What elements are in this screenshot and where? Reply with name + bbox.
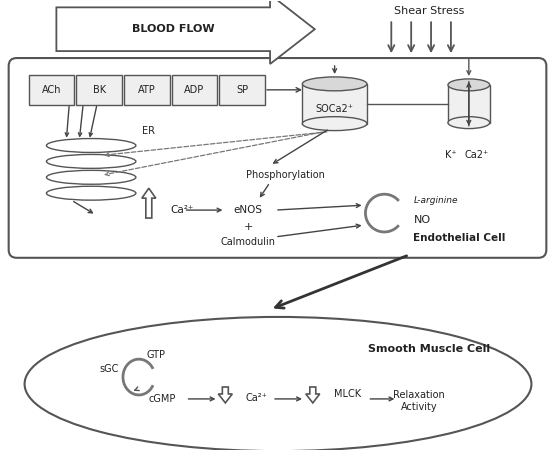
FancyBboxPatch shape	[448, 85, 490, 123]
Text: BLOOD FLOW: BLOOD FLOW	[132, 24, 214, 34]
Text: Shear Stress: Shear Stress	[394, 6, 464, 16]
Ellipse shape	[46, 170, 136, 184]
FancyBboxPatch shape	[124, 75, 170, 105]
Ellipse shape	[46, 186, 136, 200]
Text: L-arginine: L-arginine	[414, 196, 458, 205]
Text: +: +	[243, 222, 253, 232]
Polygon shape	[56, 0, 315, 64]
Text: eNOS: eNOS	[234, 205, 263, 215]
Text: cGMP: cGMP	[149, 394, 176, 404]
Polygon shape	[218, 387, 232, 403]
Text: Endothelial Cell: Endothelial Cell	[413, 233, 505, 243]
FancyBboxPatch shape	[9, 58, 546, 258]
Polygon shape	[142, 188, 156, 218]
Text: K⁺: K⁺	[445, 151, 457, 161]
Ellipse shape	[302, 117, 367, 131]
Text: Ca²⁺: Ca²⁺	[170, 205, 194, 215]
Text: Ca2⁺: Ca2⁺	[465, 151, 489, 161]
Ellipse shape	[46, 138, 136, 152]
Text: ER: ER	[142, 125, 155, 136]
Text: Activity: Activity	[401, 402, 437, 412]
Text: MLCK: MLCK	[334, 389, 361, 399]
Text: ACh: ACh	[42, 85, 61, 95]
Text: SOCa2⁺: SOCa2⁺	[316, 104, 354, 114]
Ellipse shape	[46, 154, 136, 168]
Ellipse shape	[448, 79, 490, 91]
Ellipse shape	[302, 77, 367, 91]
Text: GTP: GTP	[146, 350, 165, 360]
FancyBboxPatch shape	[302, 84, 367, 124]
Text: Relaxation: Relaxation	[393, 390, 445, 400]
Text: Ca²⁺: Ca²⁺	[245, 393, 267, 403]
Text: Calmodulin: Calmodulin	[221, 237, 276, 247]
Ellipse shape	[448, 117, 490, 129]
Text: Phosphorylation: Phosphorylation	[246, 170, 324, 180]
Text: NO: NO	[414, 215, 431, 225]
FancyBboxPatch shape	[76, 75, 122, 105]
Text: sGC: sGC	[100, 364, 119, 374]
Ellipse shape	[25, 317, 531, 451]
Text: ADP: ADP	[184, 85, 204, 95]
FancyBboxPatch shape	[172, 75, 217, 105]
FancyBboxPatch shape	[219, 75, 265, 105]
Text: SP: SP	[236, 85, 248, 95]
Text: Smooth Muscle Cell: Smooth Muscle Cell	[368, 344, 490, 354]
Text: ATP: ATP	[138, 85, 156, 95]
Polygon shape	[306, 387, 320, 403]
Text: BK: BK	[92, 85, 106, 95]
FancyBboxPatch shape	[28, 75, 74, 105]
